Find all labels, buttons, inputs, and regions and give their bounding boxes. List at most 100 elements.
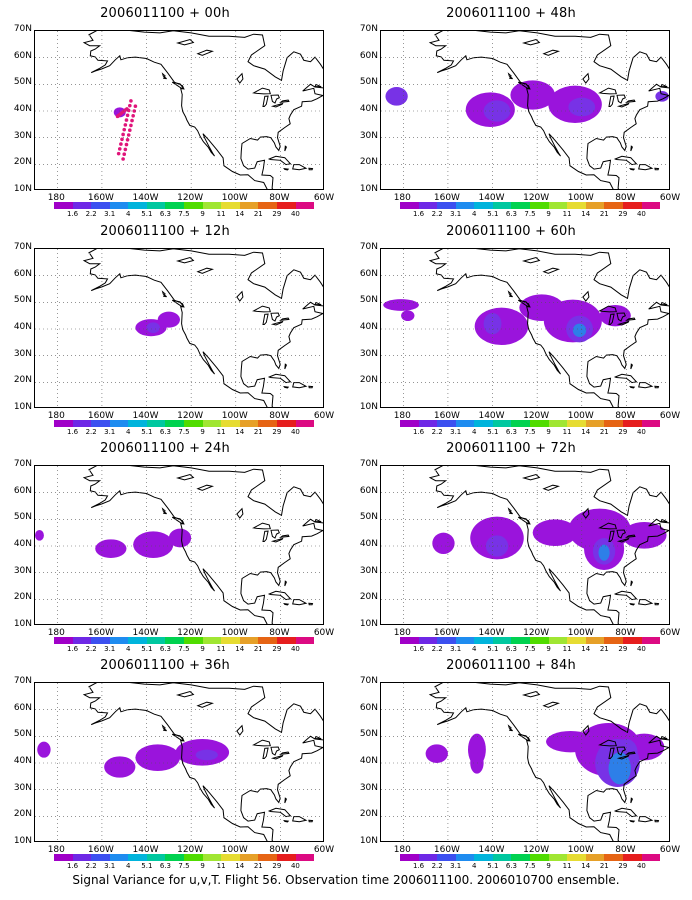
longitude-label: 140W bbox=[478, 193, 505, 203]
colorbar-label: 5.1 bbox=[141, 210, 153, 218]
colorbar-label: 29 bbox=[618, 645, 628, 653]
signal-variance-field bbox=[37, 739, 230, 778]
latitude-label: 70N bbox=[13, 459, 32, 469]
colorbar-label: 7.5 bbox=[178, 862, 190, 870]
coastline bbox=[507, 72, 513, 80]
coastline bbox=[608, 313, 615, 325]
longitude-label: 100W bbox=[567, 193, 594, 203]
signal-variance-field bbox=[425, 723, 665, 787]
signal-variance-field bbox=[385, 80, 669, 127]
colorbar-swatch bbox=[418, 420, 438, 427]
coastline bbox=[608, 530, 615, 542]
panel-72h: 2006011100 + 72h 70N 60N 50N 40N 30N 20N 10N 18… bbox=[346, 439, 680, 653]
coastline bbox=[521, 473, 541, 481]
colorbar-swatch bbox=[276, 637, 296, 644]
panel-title: 2006011100 + 48h bbox=[446, 6, 576, 21]
coastlines bbox=[82, 683, 323, 841]
observation-point bbox=[123, 147, 128, 152]
graticule bbox=[35, 466, 323, 624]
colorbar-label: 5.1 bbox=[487, 428, 499, 436]
coastline bbox=[267, 155, 292, 166]
coastline bbox=[521, 256, 541, 264]
colorbar-swatch bbox=[474, 637, 493, 644]
latitude-label: 20N bbox=[359, 157, 378, 168]
coastline bbox=[507, 724, 513, 732]
longitude-label: 60W bbox=[313, 411, 335, 421]
latitude-label: 50N bbox=[13, 512, 32, 523]
coastline bbox=[625, 534, 636, 538]
longitude-label: 80W bbox=[615, 411, 636, 421]
latitude-label: 50N bbox=[359, 729, 378, 740]
signal-blob bbox=[425, 744, 448, 763]
colorbar-label: 7.5 bbox=[524, 210, 536, 218]
colorbar-label: 21 bbox=[599, 428, 609, 436]
coastline bbox=[507, 507, 513, 515]
colorbar-label: 5.1 bbox=[141, 645, 153, 653]
colorbar-label: 3.1 bbox=[104, 862, 116, 870]
colorbar-swatch bbox=[202, 202, 222, 209]
longitude-label: 160W bbox=[87, 845, 114, 855]
colorbar-swatch bbox=[165, 854, 185, 861]
latitude-label: 70N bbox=[359, 459, 378, 469]
colorbar-swatch bbox=[165, 202, 185, 209]
colorbar-swatch bbox=[202, 420, 222, 427]
coastline bbox=[517, 299, 531, 308]
coastline bbox=[428, 470, 614, 624]
longitude-label: 120W bbox=[177, 193, 204, 203]
latitude-label: 70N bbox=[359, 242, 378, 252]
colorbar-swatch bbox=[72, 202, 92, 209]
coastline bbox=[252, 87, 271, 95]
map-frame bbox=[34, 248, 324, 408]
observation-point bbox=[116, 151, 121, 156]
latitude-label: 30N bbox=[359, 348, 378, 359]
colorbar-label: 40 bbox=[636, 862, 646, 870]
coastlines bbox=[428, 249, 669, 407]
colorbar bbox=[54, 854, 315, 861]
coastline bbox=[314, 735, 322, 740]
coastline bbox=[171, 516, 185, 525]
colorbar-swatch bbox=[54, 420, 73, 427]
coastline bbox=[82, 35, 268, 189]
colorbar-swatch bbox=[128, 202, 147, 209]
colorbar-swatch bbox=[258, 202, 277, 209]
colorbar-swatch bbox=[202, 637, 222, 644]
graticule bbox=[381, 683, 669, 841]
coastline bbox=[196, 267, 215, 274]
coastline bbox=[608, 747, 615, 759]
panel-title: 2006011100 + 24h bbox=[100, 441, 230, 456]
latitude-label: 10N bbox=[13, 402, 32, 412]
latitude-label: 40N bbox=[13, 756, 32, 766]
coastline bbox=[638, 599, 654, 606]
coastline bbox=[270, 746, 280, 756]
colorbar-swatch bbox=[400, 202, 419, 209]
coastline bbox=[171, 81, 185, 90]
colorbar-swatch bbox=[511, 854, 531, 861]
colorbar bbox=[54, 420, 315, 427]
colorbar-swatch bbox=[604, 637, 623, 644]
colorbar-swatch bbox=[641, 420, 661, 427]
longitude-label: 160W bbox=[87, 411, 114, 421]
colorbar-label: 2.2 bbox=[431, 210, 443, 218]
coastline bbox=[175, 473, 195, 481]
colorbar bbox=[400, 202, 661, 209]
colorbar-swatch bbox=[184, 854, 203, 861]
coastline bbox=[308, 385, 314, 389]
longitude-label: 120W bbox=[177, 845, 204, 855]
latitude-label: 40N bbox=[359, 539, 378, 549]
panel-48h: 2006011100 + 48h 70N 60N 50N 40N 30N 20N 10N 18… bbox=[346, 4, 680, 218]
coastline bbox=[616, 102, 630, 108]
coastline bbox=[434, 249, 669, 407]
colorbar-swatch bbox=[146, 420, 166, 427]
coastline bbox=[314, 301, 322, 306]
latitude-label: 10N bbox=[359, 184, 378, 194]
signal-blob bbox=[135, 744, 180, 771]
colorbar-swatch bbox=[622, 854, 642, 861]
colorbar-label: 4 bbox=[472, 645, 477, 653]
colorbar-swatch bbox=[295, 637, 315, 644]
colorbar-swatch bbox=[400, 637, 419, 644]
colorbar-label: 21 bbox=[599, 645, 609, 653]
colorbar-label: 29 bbox=[272, 210, 282, 218]
longitude-label: 180 bbox=[47, 845, 65, 855]
coastline bbox=[616, 529, 626, 539]
coastline bbox=[308, 167, 314, 171]
